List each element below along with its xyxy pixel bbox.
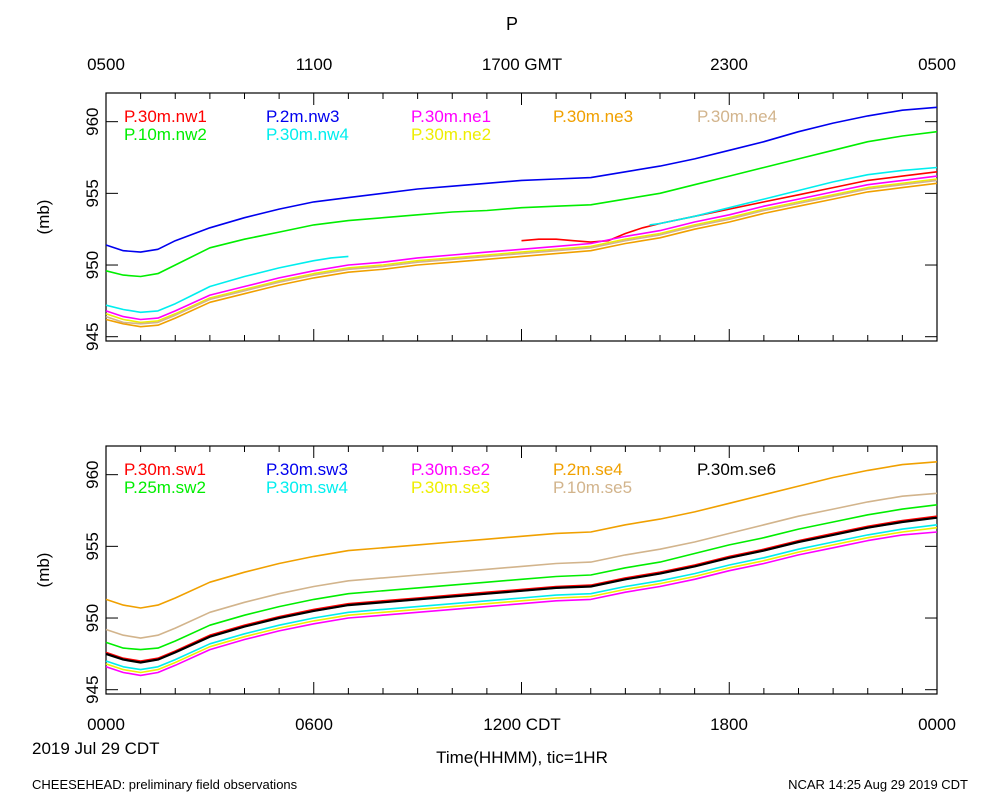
y-tick-label: 955 [83,179,102,207]
top-tick-label: 2300 [710,55,748,74]
y-tick-label: 950 [83,251,102,279]
bottom-tick-label: 1800 [710,715,748,734]
date-label: 2019 Jul 29 CDT [32,739,160,758]
legend-entry: P.30m.nw1 [124,107,207,126]
y-tick-label: 960 [83,460,102,488]
y-tick-label: 955 [83,532,102,560]
y-tick-label: 950 [83,604,102,632]
series-line-P-25m-sw2 [105,504,938,651]
top-tick-label: 0500 [918,55,956,74]
series-line-P-10m-se5 [105,492,938,639]
top-tick-label: 1700 GMT [482,55,562,74]
series-line-P-30m-ne1 [105,175,938,321]
top-plot-frame [105,92,938,342]
bottom-y-axis-label: (mb) [34,553,53,588]
top-legend: P.30m.nw1 P.2m.nw3 P.30m.ne1 P.30m.ne3 P.30m… [124,107,777,144]
series-line-P-2m-nw3 [105,106,938,253]
legend-entry: P.30m.sw3 [266,460,348,479]
legend-entry: P.30m.ne3 [553,107,633,126]
legend-entry: P.10m.nw2 [124,125,207,144]
y-tick-label: 960 [83,107,102,135]
series-line-P-10m-nw2 [105,130,938,278]
bottom-y-ticks: 945 950 955 960 [83,460,937,704]
legend-entry: P.30m.ne2 [411,125,491,144]
series-line-P-30m-se3 [105,526,938,674]
legend-entry: P.2m.nw3 [266,107,339,126]
series-line-P-2m-se4 [105,461,938,609]
legend-entry: P.30m.se2 [411,460,490,479]
bottom-tick-label: 1200 CDT [483,715,560,734]
series-line-P-30m-ne2 [105,178,938,324]
bottom-legend: P.30m.sw1 P.30m.sw3 P.30m.se2 P.2m.se4 P.30m… [124,460,776,497]
y-tick-label: 945 [83,323,102,351]
series-line-P-30m-se2 [105,531,938,677]
top-y-ticks: 945 950 955 960 [83,107,937,351]
x-axis-label: Time(HHMM), tic=1HR [436,748,608,767]
y-tick-label: 945 [83,676,102,704]
top-x-ticks [105,93,938,341]
legend-entry: P.30m.sw4 [266,478,348,497]
top-series-lines [105,106,938,328]
legend-entry: P.10m.se5 [553,478,632,497]
top-tick-label: 0500 [87,55,125,74]
legend-entry: P.30m.se6 [697,460,776,479]
legend-entry: P.2m.se4 [553,460,623,479]
legend-entry: P.30m.nw4 [266,125,349,144]
footer-right: NCAR 14:25 Aug 29 2019 CDT [788,777,968,792]
figure-title: P [506,14,518,34]
series-line-P-30m-nw4 [105,255,349,314]
bottom-tick-label: 0000 [87,715,125,734]
bottom-x-ticks [105,446,938,694]
series-line-P-30m-ne4 [105,179,938,325]
bottom-panel: 945 950 955 960 P.30m.sw1 P.30m.sw3 P.30m.se2… [83,445,938,704]
legend-entry: P.30m.se3 [411,478,490,497]
bottom-series-lines [105,461,938,677]
legend-entry: P.30m.sw1 [124,460,206,479]
series-line-P-30m-ne3 [105,182,938,328]
bottom-tick-label: 0600 [295,715,333,734]
top-tick-label: 1100 [296,55,333,74]
top-y-axis-label: (mb) [34,200,53,235]
legend-entry: P.25m.sw2 [124,478,206,497]
series-line-P-30m-sw1 [105,515,938,662]
series-line-P-30m-sw4 [105,524,938,671]
legend-entry: P.30m.ne1 [411,107,491,126]
series-line-P-30m-nw4b [649,166,938,226]
footer-left: CHEESEHEAD: preliminary field observatio… [32,777,298,792]
legend-entry: P.30m.ne4 [697,107,777,126]
bottom-tick-label: 0000 [918,715,956,734]
series-line-P-30m-se6 [105,516,938,664]
